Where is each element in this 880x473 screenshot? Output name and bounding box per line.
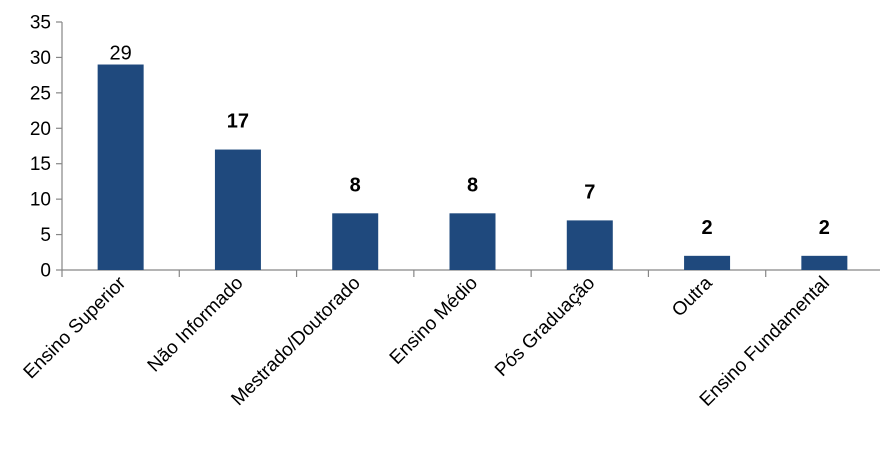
bar: [801, 255, 848, 270]
data-label: 2: [702, 217, 713, 239]
data-label: 29: [110, 43, 132, 65]
y-tick-label: 5: [40, 225, 51, 246]
category-label: Pós Graduação: [491, 273, 599, 381]
data-label: 2: [819, 217, 830, 239]
data-label: 17: [227, 111, 249, 133]
category-label: Ensino Superior: [20, 272, 131, 383]
data-label: 8: [467, 174, 478, 196]
bar: [97, 64, 144, 270]
category-label: Mestrado/Doutorado: [227, 273, 364, 410]
bar: [566, 220, 613, 270]
data-label: 7: [584, 181, 595, 203]
data-label: 8: [350, 174, 361, 196]
category-label: Ensino Fundamental: [696, 273, 834, 411]
y-tick-label: 10: [30, 190, 51, 211]
bar: [449, 213, 496, 270]
y-tick-label: 20: [30, 119, 51, 140]
y-tick-label: 25: [30, 83, 51, 104]
y-tick-label: 30: [30, 48, 51, 69]
bar: [684, 255, 731, 270]
bar: [332, 213, 379, 270]
y-tick-label: 0: [40, 261, 51, 282]
y-tick-label: 15: [30, 154, 51, 175]
bar: [214, 149, 261, 270]
bars: [97, 64, 848, 270]
y-tick-label: 35: [30, 13, 51, 34]
data-labels: 29 17 8 8 7 2 2: [110, 43, 830, 239]
x-axis: [61, 269, 880, 277]
category-label: Ensino Médio: [386, 273, 482, 369]
category-labels: Ensino Superior Não InformadoMestrado/Dou…: [20, 272, 834, 411]
category-label: Não Informado: [144, 273, 248, 377]
y-axis: 0 5 10 15 20 25 30 35: [30, 13, 63, 282]
category-label: Outra: [668, 272, 717, 321]
